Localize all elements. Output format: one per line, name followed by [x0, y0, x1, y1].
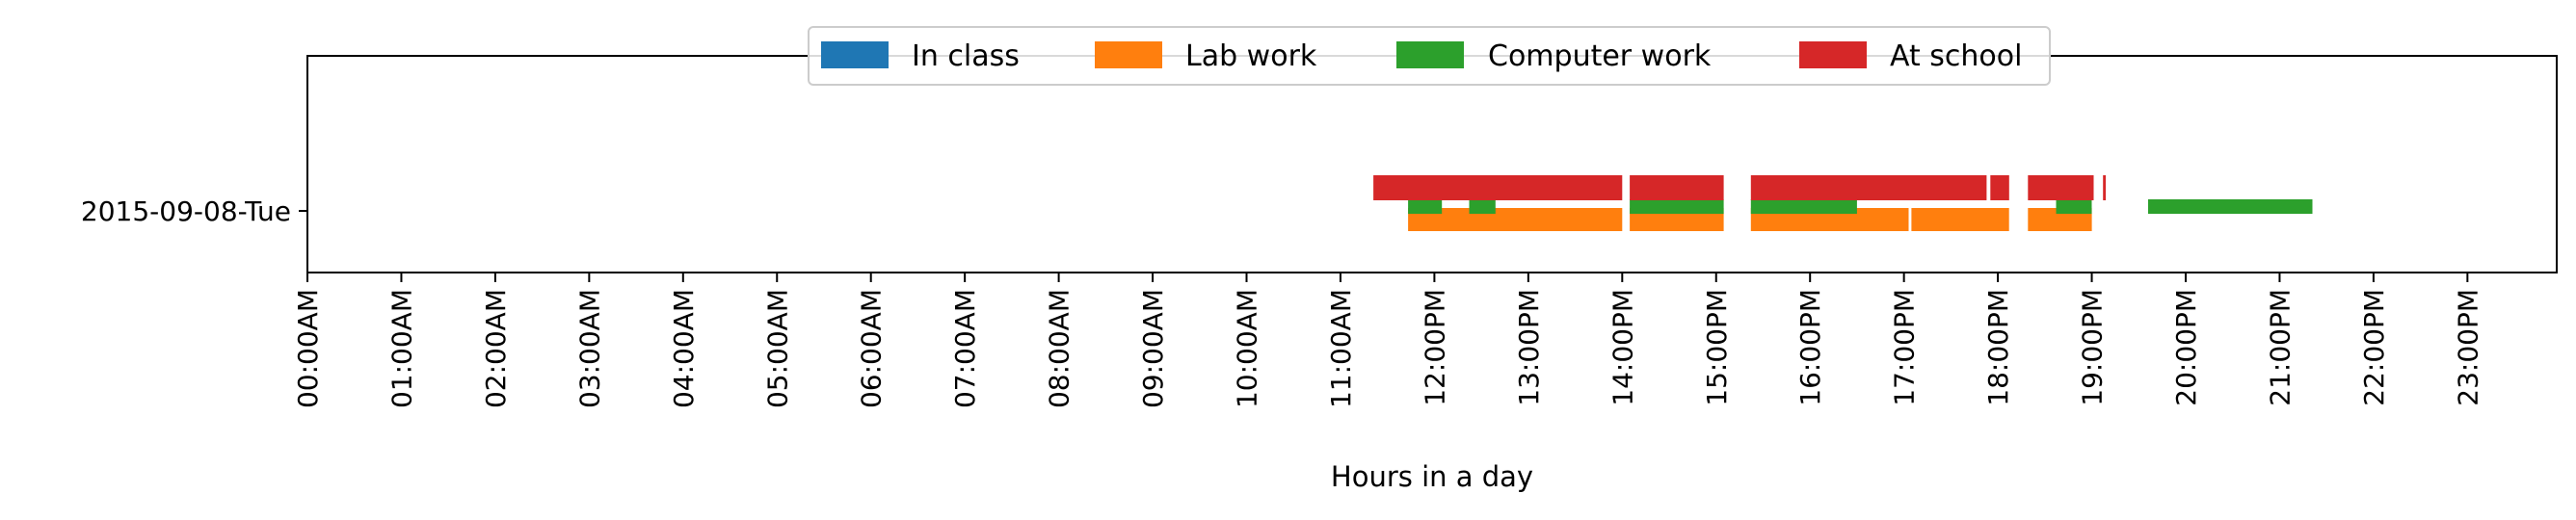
legend-label-in-class: In class	[912, 39, 1020, 73]
legend-swatch-in-class	[821, 41, 889, 68]
x-axis-label: Hours in a day	[1331, 460, 1533, 493]
legend-label-computer-work: Computer work	[1488, 39, 1712, 73]
y-tick-label: 2015-09-08-Tue	[81, 195, 291, 227]
x-tick-label: 21:00PM	[2264, 289, 2296, 406]
x-tick-label: 05:00AM	[761, 289, 793, 408]
bar-computer-work-4	[2056, 199, 2092, 214]
x-tick-label: 12:00PM	[1419, 289, 1450, 406]
x-tick-label: 01:00AM	[385, 289, 417, 408]
x-tick-label: 17:00PM	[1889, 289, 1921, 406]
bar-computer-work-5	[2148, 199, 2313, 214]
x-tick-label: 07:00AM	[949, 289, 981, 408]
x-tick-label: 03:00AM	[573, 289, 605, 408]
legend: In class Lab work Computer work At school	[808, 26, 2051, 86]
x-tick-label: 16:00PM	[1794, 289, 1826, 406]
x-tick-label: 18:00PM	[1982, 289, 2014, 406]
bar-at-school-3	[1990, 175, 2009, 200]
legend-swatch-lab-work	[1095, 41, 1162, 68]
x-tick-label: 22:00PM	[2358, 289, 2390, 406]
legend-swatch-at-school	[1799, 41, 1867, 68]
x-tick-label: 13:00PM	[1513, 289, 1545, 406]
bar-computer-work-1	[1469, 199, 1496, 214]
x-tick-label: 09:00AM	[1137, 289, 1169, 408]
legend-label-at-school: At school	[1890, 39, 2022, 73]
x-tick-label: 02:00AM	[480, 289, 512, 408]
bar-at-school-1	[1630, 175, 1724, 200]
activity-bars	[1373, 175, 2313, 231]
x-tick-label: 11:00AM	[1325, 289, 1357, 408]
legend-label-lab-work: Lab work	[1185, 39, 1317, 73]
x-tick-label: 15:00PM	[1701, 289, 1733, 406]
x-axis: 00:00AM 01:00AM 02:00AM 03:00AM 04:00AM 05:00…	[292, 273, 2483, 408]
x-tick-label: 23:00PM	[2452, 289, 2483, 406]
x-tick-label: 14:00PM	[1607, 289, 1638, 406]
x-tick-label: 04:00AM	[668, 289, 700, 408]
x-tick-label: 08:00AM	[1044, 289, 1076, 408]
x-tick-label: 00:00AM	[292, 289, 324, 408]
x-tick-label: 10:00AM	[1232, 289, 1263, 408]
bar-at-school-5	[2103, 175, 2107, 200]
bar-computer-work-2	[1630, 199, 1724, 214]
plot-frame	[306, 55, 2558, 273]
bar-at-school-2	[1750, 175, 1987, 200]
x-tick-label: 06:00AM	[856, 289, 888, 408]
y-axis: 2015-09-08-Tue	[81, 195, 307, 227]
bar-computer-work-3	[1750, 199, 1857, 214]
bar-lab-work-3	[1911, 208, 2009, 231]
bar-at-school-4	[2028, 175, 2094, 200]
legend-swatch-computer-work	[1396, 41, 1464, 68]
bar-at-school-0	[1373, 175, 1623, 200]
bar-lab-work-0	[1408, 208, 1623, 231]
bar-computer-work-0	[1408, 199, 1443, 214]
x-tick-label: 19:00PM	[2077, 289, 2109, 406]
x-tick-label: 20:00PM	[2170, 289, 2202, 406]
